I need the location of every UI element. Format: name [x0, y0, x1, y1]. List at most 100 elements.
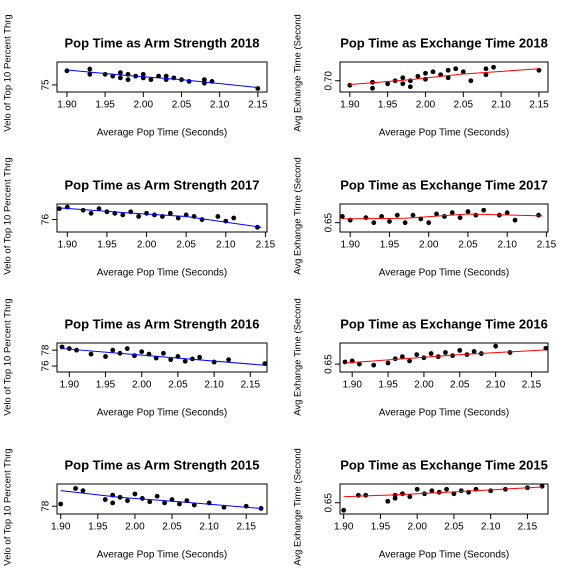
point — [186, 79, 192, 84]
point — [473, 212, 479, 218]
x-tick-label: 1.90 — [340, 100, 360, 111]
point — [481, 207, 487, 213]
point — [429, 488, 435, 494]
point — [341, 507, 347, 513]
point — [96, 206, 102, 212]
x-tick-label: 2.00 — [416, 100, 436, 111]
x-tick-label: 1.90 — [58, 240, 78, 251]
point — [110, 73, 116, 79]
plot-frame — [56, 61, 268, 93]
point — [435, 354, 441, 360]
point — [512, 217, 518, 223]
x-tick-label: 1.90 — [60, 380, 80, 391]
point — [444, 486, 449, 492]
point — [347, 82, 353, 88]
point — [392, 495, 398, 501]
point — [536, 212, 541, 218]
point — [407, 494, 413, 500]
x-tick-label: 2.10 — [486, 380, 506, 391]
point — [167, 210, 173, 216]
chart-title: Pop Time as Exchange Time 2017 — [340, 177, 548, 192]
x-tick-label: 2.10 — [497, 240, 517, 251]
point — [162, 500, 167, 506]
y-axis-label: Avg Exhange Time (Second — [293, 298, 304, 416]
point — [414, 352, 420, 357]
point — [355, 492, 361, 498]
point — [163, 73, 169, 79]
point — [387, 219, 392, 224]
chart-title: Pop Time as Exchange Time 2015 — [340, 457, 548, 472]
plot-frame — [339, 203, 549, 233]
point — [132, 491, 138, 497]
y-axis-label: Velo of Top 10 Percent Thrg — [3, 157, 14, 274]
x-tick-label: 2.00 — [134, 100, 154, 111]
point — [191, 502, 197, 508]
point — [415, 73, 421, 79]
x-tick-label: 2.00 — [132, 380, 152, 391]
trend-line — [349, 68, 539, 85]
point — [400, 354, 405, 360]
x-axis-label: Average Pop Time (Seconds) — [97, 408, 227, 419]
point — [125, 498, 130, 504]
chart-title: Pop Time as Arm Strength 2016 — [64, 316, 259, 331]
x-tick-label: 1.90 — [342, 380, 362, 391]
point — [457, 215, 463, 221]
point — [400, 75, 406, 81]
plot-frame — [339, 342, 549, 373]
x-tick-label: 2.10 — [481, 522, 501, 533]
point — [88, 351, 94, 357]
point — [428, 351, 434, 356]
point — [385, 81, 391, 87]
y-tick-label: 0.65 — [324, 354, 335, 374]
y-axis-label: Avg Exhange Time (Second — [293, 14, 304, 132]
point — [161, 350, 166, 356]
x-tick-label: 2.15 — [241, 380, 261, 391]
point — [215, 214, 221, 219]
y-axis-label: Avg Exhange Time (Second — [293, 157, 304, 275]
x-axis-label: Average Pop Time (Seconds) — [379, 550, 509, 561]
point — [400, 491, 405, 497]
chart-title: Pop Time as Arm Strength 2017 — [64, 177, 259, 192]
x-tick-label: 1.90 — [57, 100, 77, 111]
point — [117, 75, 123, 81]
x-tick-label: 1.95 — [378, 380, 398, 391]
point — [430, 69, 436, 75]
y-axis-label: Velo of Top 10 Percent Thrg — [3, 14, 14, 131]
chart-title: Pop Time as Exchange Time 2016 — [340, 316, 548, 331]
x-tick-label: 1.95 — [96, 380, 116, 391]
point — [385, 360, 391, 366]
point — [483, 66, 489, 72]
point — [423, 70, 428, 76]
point — [379, 214, 384, 219]
plot-frame — [56, 342, 268, 373]
point — [539, 483, 545, 489]
point — [407, 84, 413, 90]
x-axis-label: Average Pop Time (Seconds) — [379, 408, 509, 419]
point — [139, 349, 145, 355]
point — [120, 212, 126, 218]
point — [88, 210, 94, 216]
point — [80, 207, 86, 213]
point — [363, 492, 369, 498]
y-tick-label: 78 — [41, 344, 52, 356]
trend-line — [66, 69, 258, 89]
point — [124, 346, 130, 351]
y-tick-label: 76 — [41, 360, 52, 372]
x-tick-label: 2.15 — [248, 100, 268, 111]
x-tick-label: 2.05 — [454, 100, 474, 111]
y-axis-label: Avg Exhange Time (Second — [293, 448, 304, 566]
x-tick-label: 1.90 — [51, 522, 71, 533]
plot-frame — [56, 483, 268, 515]
x-tick-label: 1.95 — [97, 240, 117, 251]
point — [421, 355, 427, 361]
point — [243, 503, 249, 509]
x-tick-label: 2.15 — [537, 240, 557, 251]
point — [117, 70, 123, 75]
point — [371, 362, 377, 368]
point — [370, 85, 375, 91]
x-tick-label: 1.95 — [88, 522, 108, 533]
point — [450, 353, 456, 359]
x-tick-label: 2.15 — [236, 522, 256, 533]
x-tick-label: 2.10 — [216, 240, 236, 251]
